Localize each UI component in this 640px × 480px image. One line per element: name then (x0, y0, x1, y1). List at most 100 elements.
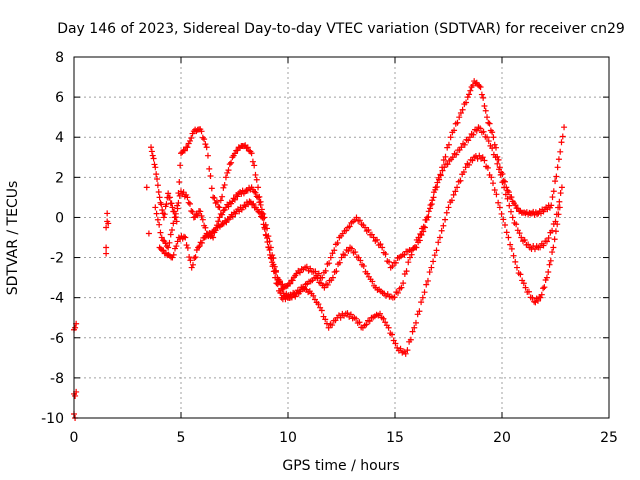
data-point (163, 201, 170, 208)
data-point (495, 199, 502, 206)
data-point (327, 254, 334, 261)
data-point (492, 154, 499, 161)
data-point (220, 207, 227, 214)
data-point (197, 208, 204, 215)
data-point (177, 162, 184, 169)
data-point (457, 109, 464, 116)
data-point (463, 99, 470, 106)
data-point (554, 164, 561, 171)
x-tick-label: 10 (279, 430, 297, 446)
data-point (199, 216, 206, 223)
data-point (255, 194, 262, 201)
data-point (498, 210, 505, 217)
data-point (374, 236, 381, 243)
data-point (341, 252, 348, 259)
data-point (448, 197, 455, 204)
data-point (491, 187, 498, 194)
data-point (188, 135, 195, 142)
data-point (549, 249, 556, 256)
data-point (260, 221, 267, 228)
data-point (400, 280, 407, 287)
data-point (360, 263, 367, 270)
data-point (394, 289, 401, 296)
data-point (391, 294, 398, 301)
data-point (445, 204, 452, 211)
data-point (333, 268, 340, 275)
data-point (389, 263, 396, 270)
data-point (273, 280, 280, 287)
data-point (398, 284, 405, 291)
data-point (211, 194, 218, 201)
data-point (380, 315, 387, 322)
data-point (160, 214, 167, 221)
data-point (441, 164, 448, 171)
data-point (312, 268, 319, 275)
data-point (484, 164, 491, 171)
data-point (181, 147, 188, 154)
data-point (156, 221, 163, 228)
data-point (430, 189, 437, 196)
data-point (347, 311, 354, 318)
data-point (196, 243, 203, 250)
data-point (228, 159, 235, 166)
data-point (481, 157, 488, 164)
data-point (466, 91, 473, 98)
data-point (366, 318, 373, 325)
data-point (461, 141, 468, 148)
data-point (252, 189, 259, 196)
data-point (103, 244, 110, 251)
data-point (338, 254, 345, 261)
data-point (352, 249, 359, 256)
data-point (212, 199, 219, 206)
data-point (152, 204, 159, 211)
data-point (152, 164, 159, 171)
data-point (296, 288, 303, 295)
data-point (485, 138, 492, 145)
data-point (203, 144, 210, 151)
data-point (490, 134, 497, 141)
data-point (310, 292, 317, 299)
data-point (154, 175, 161, 182)
axis-ticks (73, 56, 610, 419)
data-point (303, 263, 310, 270)
data-point (454, 119, 461, 126)
data-point (192, 254, 199, 261)
data-point (556, 198, 563, 205)
data-point (447, 134, 454, 141)
data-point (186, 137, 193, 144)
data-point (382, 319, 389, 326)
data-point (168, 200, 175, 207)
data-point (392, 259, 399, 266)
data-point (552, 178, 559, 185)
data-point (356, 319, 363, 326)
data-point (173, 218, 180, 225)
data-point (198, 128, 205, 135)
data-point (103, 224, 110, 231)
data-point (404, 347, 411, 354)
plot-frame (73, 56, 610, 419)
data-point (346, 223, 353, 230)
data-point (499, 179, 506, 186)
data-point (529, 294, 536, 301)
data-point (497, 171, 504, 178)
data-point (256, 209, 263, 216)
data-point (504, 195, 511, 202)
data-point (382, 251, 389, 258)
data-point (453, 151, 460, 158)
data-point (452, 188, 459, 195)
y-tick-labels: -10 -8 -6 -4 -2 0 2 4 6 8 (41, 50, 64, 427)
data-point (251, 188, 258, 195)
data-point (555, 211, 562, 218)
data-point (158, 201, 165, 208)
y-tick-label: 6 (55, 90, 64, 106)
data-point (217, 210, 224, 217)
data-point (412, 319, 419, 326)
data-point (509, 214, 516, 221)
data-point (552, 228, 559, 235)
data-point (517, 271, 524, 278)
data-point (183, 242, 190, 249)
data-point (520, 280, 527, 287)
data-point (405, 259, 412, 266)
data-point (158, 234, 165, 241)
data-point (467, 87, 474, 94)
